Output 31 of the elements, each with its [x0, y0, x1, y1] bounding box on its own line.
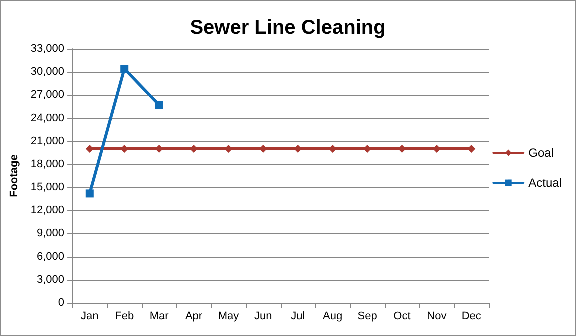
- y-tick-label: 24,000: [30, 112, 65, 124]
- point: [155, 101, 164, 110]
- chart-title: Sewer Line Cleaning: [190, 17, 386, 39]
- y-axis-title: Footage: [8, 154, 20, 198]
- x-tick-label: Feb: [115, 310, 134, 322]
- y-tick-label: 15,000: [30, 182, 65, 194]
- legend-label: Actual: [528, 176, 562, 190]
- x-tick-label: Dec: [462, 310, 482, 322]
- y-tick-label: 27,000: [30, 89, 65, 102]
- x-tick-label: Mar: [150, 310, 170, 322]
- y-tick-label: 12,000: [30, 204, 65, 217]
- x-tick-label: Apr: [185, 310, 203, 322]
- y-tick-label: 33,000: [30, 43, 65, 55]
- x-tick-label: Jan: [81, 310, 99, 322]
- x-tick-label: Jun: [254, 310, 272, 322]
- point: [120, 65, 129, 74]
- x-tick-label: Oct: [394, 310, 411, 322]
- x-tick-label: Aug: [323, 310, 343, 322]
- y-tick-label: 21,000: [30, 135, 65, 148]
- point: [86, 190, 94, 198]
- y-tick-label: 3,000: [37, 274, 65, 286]
- x-tick-label: Nov: [427, 310, 448, 322]
- y-tick-label: 18,000: [30, 158, 65, 170]
- y-tick-label: 6,000: [37, 250, 65, 263]
- y-tick-label: 30,000: [30, 66, 65, 78]
- legend-label: Goal: [528, 146, 554, 160]
- x-tick-label: Jul: [291, 310, 306, 322]
- y-tick-label: 0: [58, 297, 65, 309]
- x-tick-label: Sep: [358, 310, 378, 322]
- x-tick-label: May: [218, 310, 240, 322]
- y-tick-label: 9,000: [37, 228, 65, 240]
